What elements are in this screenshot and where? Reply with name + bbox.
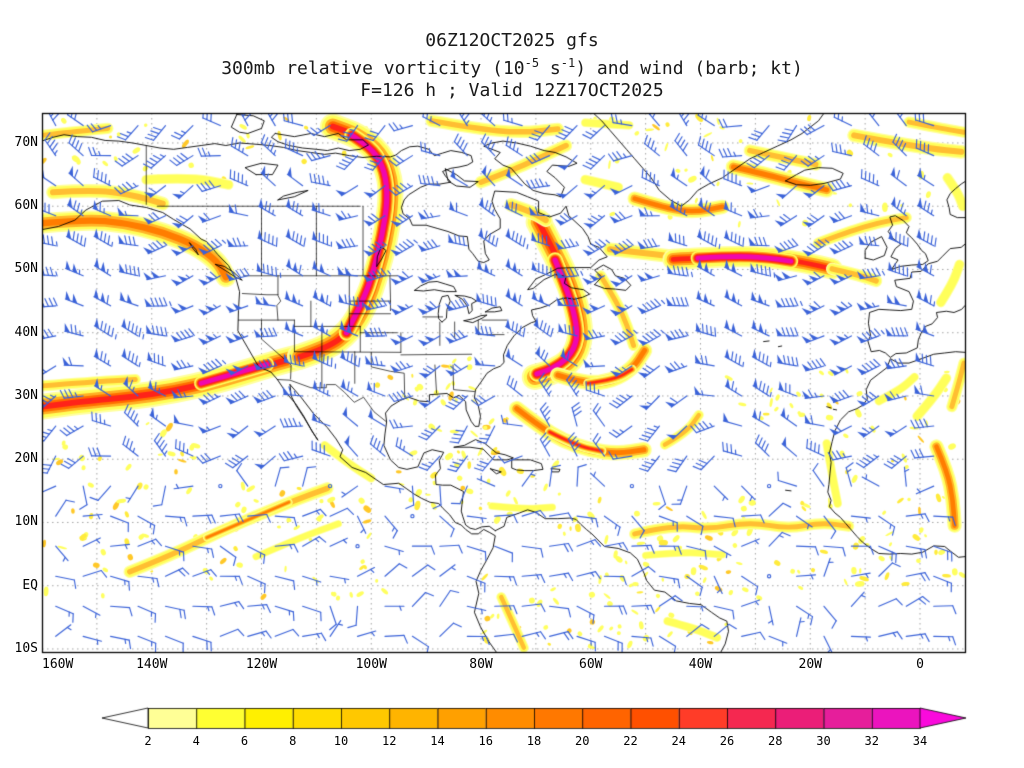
colorbar-tick-label: 8 <box>289 734 297 748</box>
colorbar-tick-label: 4 <box>192 734 200 748</box>
colorbar-tick-label: 12 <box>382 734 397 748</box>
colorbar-tick-label: 10 <box>333 734 349 748</box>
colorbar-tick-label: 18 <box>526 734 542 748</box>
colorbar-tick-label: 28 <box>768 734 783 748</box>
lat-label: EQ <box>22 577 38 593</box>
colorbar-tick-label: 14 <box>430 734 445 748</box>
chart-title-block: 06Z12OCT2025 gfs 300mb relative vorticit… <box>0 30 1024 102</box>
colorbar-tick-label: 22 <box>623 734 638 748</box>
colorbar-tick-label: 16 <box>478 734 493 748</box>
title-field-line: 300mb relative vorticity (10-5 s-1) and … <box>221 56 803 79</box>
colorbar-tick-label: 24 <box>671 734 686 748</box>
lat-label: 30N <box>14 387 38 403</box>
lat-label: 50N <box>14 261 38 277</box>
title-run-line: 06Z12OCT2025 gfs <box>425 30 599 51</box>
colorbar-tick-label: 26 <box>719 734 735 748</box>
lon-label: 160W <box>42 657 74 672</box>
colorbar-tick-label: 34 <box>912 734 928 748</box>
colorbar-tick-label: 30 <box>816 734 831 748</box>
colorbar-tick-label: 2 <box>144 734 152 748</box>
lon-label: 140W <box>136 657 168 672</box>
lat-label: 10N <box>14 514 38 530</box>
lon-label: 60W <box>579 657 603 672</box>
colorbar-tick-label: 6 <box>240 734 249 748</box>
lat-label: 70N <box>14 134 38 150</box>
lat-label: 60N <box>14 198 38 214</box>
lon-label: 100W <box>355 657 387 672</box>
lon-label: 0 <box>916 657 924 672</box>
lat-label: 40N <box>14 324 38 340</box>
lat-label: 20N <box>14 451 38 467</box>
lon-label: 40W <box>688 657 713 672</box>
colorbar-tick-label: 20 <box>575 734 590 748</box>
lon-label: 120W <box>245 657 278 672</box>
colorbar-tick-label: 32 <box>864 734 879 748</box>
lat-label: 10S <box>14 640 38 656</box>
lon-label: 20W <box>798 657 822 672</box>
title-valid-line: F=126 h ; Valid 12Z17OCT2025 <box>360 80 664 101</box>
lon-label: 80W <box>469 657 493 672</box>
